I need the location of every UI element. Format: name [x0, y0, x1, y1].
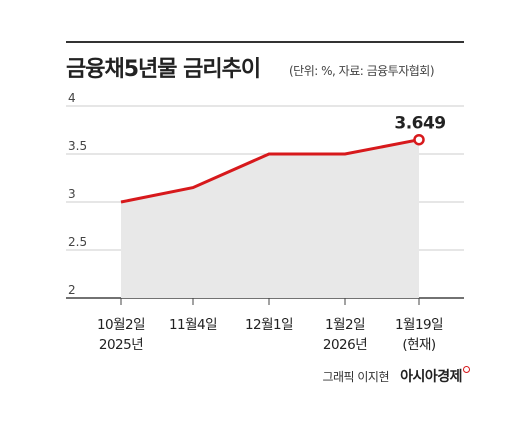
x-tick-sublabel: (현재) — [402, 337, 436, 353]
data-labels: 3.649 — [394, 114, 446, 134]
x-tick-label: 10월2일 — [97, 317, 145, 333]
top-rule — [66, 41, 464, 43]
data-points — [413, 133, 425, 146]
x-ticks: 10월2일 2025년 11월4일 12월1일 1월2일 2026년 1월19일 (현재) — [97, 298, 444, 353]
y-tick-label: 2.5 — [68, 235, 87, 249]
y-ticks: 4 3.5 3 2.5 2 — [68, 91, 87, 297]
x-tick-sublabel: 2026년 — [323, 337, 367, 353]
y-tick-label: 4 — [68, 91, 76, 105]
credit: 그래픽 이지현 아시아경제 — [322, 366, 470, 386]
x-tick-sublabel: 2025년 — [99, 337, 143, 353]
chart-title: 금융채5년물 금리추이 — [66, 57, 261, 82]
data-point-marker — [413, 133, 425, 146]
credit-text: 그래픽 이지현 — [322, 370, 389, 384]
brand-logo: 아시아경제 — [400, 369, 462, 385]
x-tick-label: 1월2일 — [325, 317, 365, 333]
series-line — [120, 138, 420, 204]
brand-mark-icon — [463, 366, 470, 373]
x-tick-label: 11월4일 — [169, 317, 217, 333]
y-tick-label: 3 — [68, 187, 76, 201]
data-label: 3.649 — [394, 114, 445, 134]
x-tick-label: 12월1일 — [245, 317, 293, 333]
area-fill — [121, 139, 419, 298]
chart-subtitle: (단위: %, 자료: 금융투자협회) — [289, 64, 435, 78]
x-tick-label: 1월19일 — [395, 317, 443, 333]
y-tick-label: 2 — [68, 283, 76, 297]
y-tick-label: 3.5 — [68, 139, 87, 153]
